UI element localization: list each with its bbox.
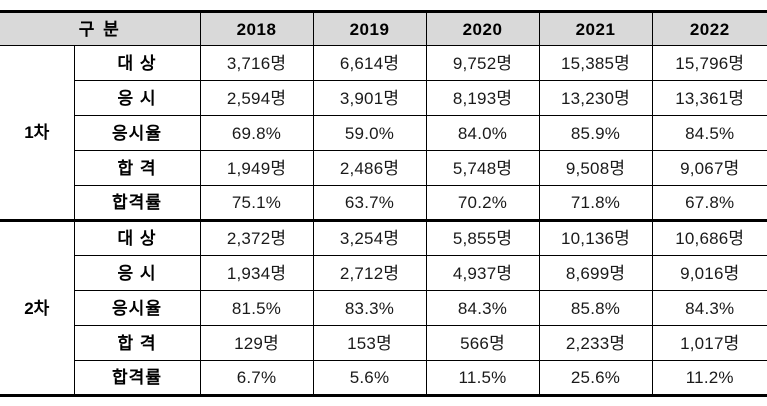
value-cell: 83.3% <box>312 290 427 326</box>
row-label-eungsi: 응 시 <box>73 80 201 116</box>
table-row: 합격률 75.1% 63.7% 70.2% 71.8% 67.8% <box>0 185 767 221</box>
value-cell: 15,796명 <box>651 45 767 81</box>
section-label-2cha: 2차 <box>0 219 75 396</box>
exam-statistics-table: 구 분 2018 2019 2020 2021 2022 1차 대 상 3,71… <box>0 10 767 397</box>
header-year-2018: 2018 <box>199 11 314 46</box>
value-cell: 69.8% <box>199 115 314 151</box>
row-label-eungsiyul: 응시율 <box>73 115 201 151</box>
value-cell: 2,372명 <box>199 219 314 256</box>
value-cell: 13,361명 <box>651 80 767 116</box>
value-cell: 71.8% <box>538 185 653 221</box>
section-label-1cha: 1차 <box>0 45 75 221</box>
header-year-2019: 2019 <box>312 11 427 46</box>
value-cell: 5,748명 <box>425 150 540 186</box>
table-row: 2차 대 상 2,372명 3,254명 5,855명 10,136명 10,6… <box>0 219 767 396</box>
header-row: 구 분 2018 2019 2020 2021 2022 <box>0 11 767 46</box>
value-cell: 84.3% <box>425 290 540 326</box>
value-cell: 84.5% <box>651 115 767 151</box>
value-cell: 566명 <box>425 325 540 361</box>
value-cell: 84.0% <box>425 115 540 151</box>
value-cell: 25.6% <box>538 360 653 396</box>
row-label-eungsi: 응 시 <box>73 255 201 291</box>
value-cell: 8,699명 <box>538 255 653 291</box>
value-cell: 70.2% <box>425 185 540 221</box>
value-cell: 9,752명 <box>425 45 540 81</box>
row-label-hapgyeokryul: 합격률 <box>73 360 201 396</box>
row-label-hapgyeok: 합 격 <box>73 150 201 186</box>
value-cell: 129명 <box>199 325 314 361</box>
row-label-eungsiyul: 응시율 <box>73 290 201 326</box>
table-row: 합 격 1,949명 2,486명 5,748명 9,508명 9,067명 <box>0 150 767 186</box>
table-row: 합격률 6.7% 5.6% 11.5% 25.6% 11.2% <box>0 360 767 396</box>
header-year-2022: 2022 <box>651 11 767 46</box>
row-label-hapgyeokryul: 합격률 <box>73 185 201 221</box>
value-cell: 67.8% <box>651 185 767 221</box>
table-row: 응시율 69.8% 59.0% 84.0% 85.9% 84.5% <box>0 115 767 151</box>
value-cell: 85.8% <box>538 290 653 326</box>
table-row: 합 격 129명 153명 566명 2,233명 1,017명 <box>0 325 767 361</box>
value-cell: 59.0% <box>312 115 427 151</box>
section-2cha: 2차 대 상 2,372명 3,254명 5,855명 10,136명 10,6… <box>0 219 767 396</box>
value-cell: 5.6% <box>312 360 427 396</box>
value-cell: 9,508명 <box>538 150 653 186</box>
row-label-daesang: 대 상 <box>73 45 201 81</box>
value-cell: 13,230명 <box>538 80 653 116</box>
value-cell: 4,937명 <box>425 255 540 291</box>
section-1cha: 1차 대 상 3,716명 6,614명 9,752명 15,385명 15,7… <box>0 45 767 221</box>
row-label-daesang: 대 상 <box>73 219 201 256</box>
value-cell: 153명 <box>312 325 427 361</box>
value-cell: 2,594명 <box>199 80 314 116</box>
value-cell: 8,193명 <box>425 80 540 116</box>
row-label-hapgyeok: 합 격 <box>73 325 201 361</box>
value-cell: 81.5% <box>199 290 314 326</box>
table-row: 응시율 81.5% 83.3% 84.3% 85.8% 84.3% <box>0 290 767 326</box>
value-cell: 15,385명 <box>538 45 653 81</box>
value-cell: 1,949명 <box>199 150 314 186</box>
value-cell: 84.3% <box>651 290 767 326</box>
value-cell: 2,486명 <box>312 150 427 186</box>
value-cell: 1,934명 <box>199 255 314 291</box>
value-cell: 10,136명 <box>538 219 653 256</box>
value-cell: 6.7% <box>199 360 314 396</box>
table-row: 응 시 2,594명 3,901명 8,193명 13,230명 13,361명 <box>0 80 767 116</box>
value-cell: 63.7% <box>312 185 427 221</box>
value-cell: 2,233명 <box>538 325 653 361</box>
value-cell: 3,901명 <box>312 80 427 116</box>
value-cell: 5,855명 <box>425 219 540 256</box>
table-container: 구 분 2018 2019 2020 2021 2022 1차 대 상 3,71… <box>0 10 767 397</box>
value-cell: 1,017명 <box>651 325 767 361</box>
value-cell: 6,614명 <box>312 45 427 81</box>
value-cell: 9,067명 <box>651 150 767 186</box>
value-cell: 2,712명 <box>312 255 427 291</box>
value-cell: 10,686명 <box>651 219 767 256</box>
table-row: 1차 대 상 3,716명 6,614명 9,752명 15,385명 15,7… <box>0 45 767 221</box>
header-year-2021: 2021 <box>538 11 653 46</box>
value-cell: 3,716명 <box>199 45 314 81</box>
value-cell: 3,254명 <box>312 219 427 256</box>
header-group-label: 구 분 <box>0 11 201 46</box>
table-row: 응 시 1,934명 2,712명 4,937명 8,699명 9,016명 <box>0 255 767 291</box>
value-cell: 75.1% <box>199 185 314 221</box>
value-cell: 85.9% <box>538 115 653 151</box>
value-cell: 11.2% <box>651 360 767 396</box>
value-cell: 9,016명 <box>651 255 767 291</box>
value-cell: 11.5% <box>425 360 540 396</box>
header-year-2020: 2020 <box>425 11 540 46</box>
